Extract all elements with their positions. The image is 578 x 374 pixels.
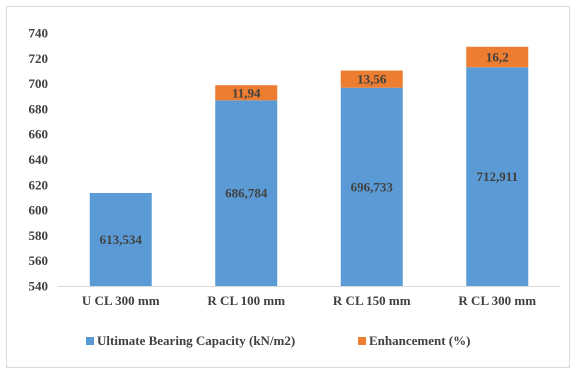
legend-label-bearing-capacity: Ultimate Bearing Capacity (kN/m2) [97,333,295,348]
data-label-enhancement: 11,94 [232,85,261,100]
y-axis: 540 560 580 600 620 640 660 680 700 720 740 [29,26,49,294]
y-tick-label: 640 [29,152,49,167]
data-label-bearing-capacity: 613,534 [100,232,143,247]
y-tick-label: 720 [29,51,49,66]
x-tick-label: R CL 300 mm [458,293,536,308]
legend: Ultimate Bearing Capacity (kN/m2) Enhance… [86,333,470,348]
bar-enhancement [340,70,403,88]
y-tick-label: 540 [29,279,49,294]
legend-swatch-bearing-capacity [86,337,94,345]
data-label-bearing-capacity: 712,911 [476,169,518,184]
bar-bearing-capacity [466,67,529,287]
y-tick-label: 600 [29,203,49,218]
data-label-bearing-capacity: 686,784 [225,186,268,201]
y-tick-label: 740 [29,26,49,41]
data-label-bearing-capacity: 696,733 [351,179,394,194]
bars [89,46,529,287]
y-tick-label: 560 [29,253,49,268]
bar-bearing-capacity [89,192,152,286]
x-tick-label: U CL 300 mm [82,293,160,308]
data-labels: 613,534 686,784 11,94 696,733 13,56 712,911 16… [100,50,518,247]
legend-label-enhancement: Enhancement (%) [369,333,470,348]
legend-swatch-enhancement [358,337,366,345]
bar-bearing-capacity [340,87,403,286]
y-tick-label: 580 [29,228,49,243]
data-label-enhancement: 16,2 [486,50,509,65]
data-label-enhancement: 13,56 [357,72,387,87]
bar-enhancement [215,85,278,101]
bar-bearing-capacity [215,100,278,286]
y-tick-label: 700 [29,76,49,91]
y-tick-label: 660 [29,127,49,142]
x-tick-label: R CL 150 mm [333,293,411,308]
y-tick-label: 620 [29,177,49,192]
x-axis: U CL 300 mm R CL 100 mm R CL 150 mm R CL 30… [58,286,560,308]
y-tick-label: 680 [29,101,49,116]
x-tick-label: R CL 100 mm [207,293,285,308]
bar-enhancement [466,46,529,68]
